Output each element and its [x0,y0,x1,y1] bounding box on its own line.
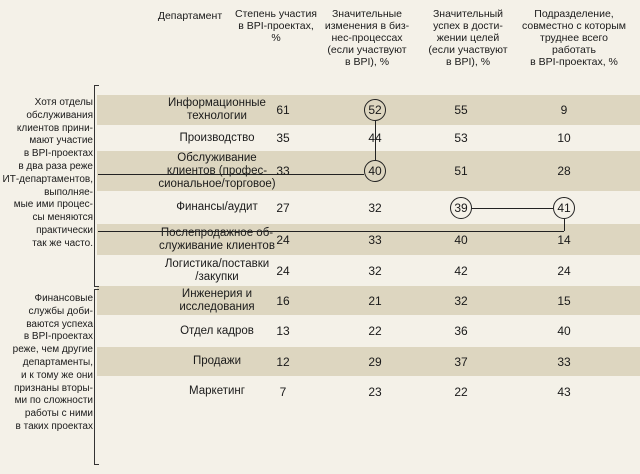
finance-connector-vertical [564,218,565,231]
value-cell: 15 [557,293,571,308]
value-cell: 40 [557,324,571,338]
it-connector-vertical [375,121,376,160]
header-participation: Степень участия в BPI-проектах, % [235,8,317,44]
value-cell: 22 [368,324,382,338]
finance-connector-bottom [98,230,564,232]
value-cell: 23 [368,384,382,399]
department-name: Отдел кадров [180,324,254,337]
table-row: Отдел кадров 13 22 36 40 [97,315,640,347]
value-cell: 27 [276,200,290,215]
value-cell: 35 [276,131,290,145]
highlight-circle [450,196,472,219]
finance-connector [472,207,553,209]
value-cell: 32 [368,263,382,278]
value-cell: 33 [276,164,290,178]
table-row: Инженерия и исследования 16 21 32 15 [97,286,640,315]
highlight-circle [364,160,386,182]
value-cell: 9 [560,103,568,117]
value-cell: 51 [454,164,468,178]
finance-side-note: Финансовые службы доби- ваются успеха в … [12,293,93,432]
header-process-change: Значительные изменения в биз- нес-процес… [324,8,410,68]
value-cell: 33 [557,354,571,369]
table-row: Продажи 12 29 37 33 [97,347,640,376]
value-cell: 42 [454,263,468,278]
value-cell: 32 [454,293,468,308]
value-cell: 44 [368,131,382,145]
finance-note-bracket [94,289,99,465]
value-cell: 29 [368,354,382,369]
department-name: Продажи [192,355,242,367]
value-cell: 24 [557,263,571,278]
it-connector-horizontal [98,174,364,175]
department-name: Маркетинг [189,385,245,397]
value-cell: 28 [557,164,571,178]
it-side-note: Хотя отделы обслуживания клиентов прини-… [2,97,93,249]
header-goal-success: Значительный успех в дости- жении целей … [428,8,508,68]
value-cell: 40 [454,232,468,247]
header-department: Департамент [157,10,223,22]
department-name: Обслуживание клиентов (профес- сионально… [158,151,276,190]
value-cell: 22 [454,384,468,399]
value-cell: 14 [557,232,571,247]
value-cell: 7 [279,384,287,399]
department-name: Финансы/аудит [176,201,258,213]
value-cell: 24 [276,232,290,247]
it-note-bracket [94,85,99,287]
table-row: Логистика/поставки /закупки 24 32 42 24 [97,255,640,286]
value-cell: 12 [276,354,290,369]
value-cell: 32 [368,200,382,215]
value-cell: 36 [454,324,468,338]
value-cell: 21 [368,293,382,308]
value-cell: 43 [557,384,571,399]
value-cell: 13 [276,324,290,338]
department-name: Логистика/поставки /закупки [164,257,270,283]
value-cell: 24 [276,263,290,278]
value-cell: 37 [454,354,468,369]
value-cell: 33 [368,232,382,247]
value-cell: 16 [276,293,290,308]
header-difficulty: Подразделение, совместно с которым трудн… [522,8,626,68]
highlight-circle [553,196,575,219]
table-row: Производство 35 44 53 10 [97,125,640,151]
highlight-circle [364,99,386,121]
department-name: Производство [179,131,255,144]
department-name: Информационные технологии [168,97,266,122]
value-cell: 55 [454,103,468,117]
department-name: Послепродажное об- служивание клиентов [159,226,275,252]
value-cell: 61 [276,103,290,117]
table-row: Маркетинг 7 23 22 43 [97,376,640,407]
value-cell: 10 [557,131,571,145]
table-row: Послепродажное об- служивание клиентов 24… [97,224,640,255]
value-cell: 53 [454,131,468,145]
table-row: Финансы/аудит 27 32 39 41 [97,191,640,224]
department-name: Инженерия и исследования [179,287,255,313]
